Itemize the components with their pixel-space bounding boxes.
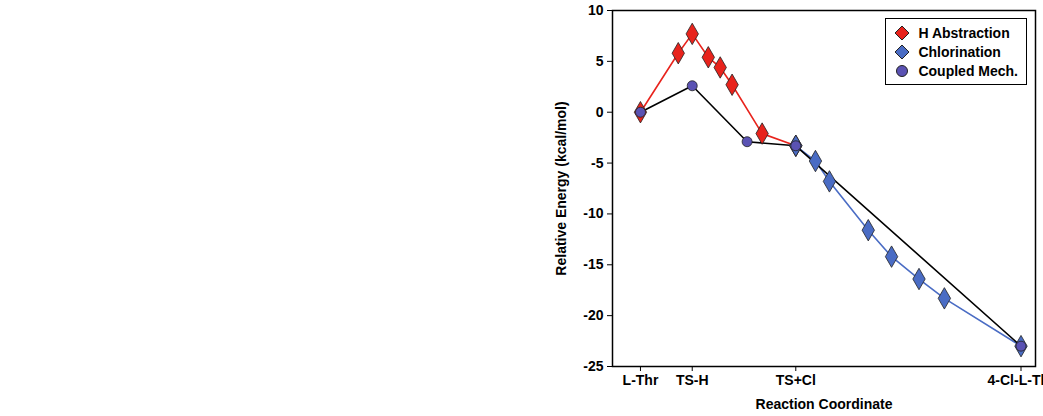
svg-text:-20: -20 — [583, 307, 603, 323]
html-text:H Abstraction: H Abstraction — [918, 24, 1010, 41]
svg-text:-5: -5 — [591, 155, 604, 171]
svg-text:-25: -25 — [583, 358, 603, 374]
svg-text:Reaction Coordinate: Reaction Coordinate — [756, 396, 893, 412]
svg-text:5: 5 — [596, 53, 604, 69]
svg-text:0: 0 — [596, 104, 604, 120]
svg-text:10: 10 — [588, 2, 604, 18]
svg-text:4-Cl-L-Thr: 4-Cl-L-Thr — [988, 372, 1043, 388]
svg-text:Relative Energy (kcal/mol): Relative Energy (kcal/mol) — [553, 101, 569, 275]
svg-text:L-Thr: L-Thr — [623, 372, 659, 388]
html-text:Coupled Mech.: Coupled Mech. — [918, 62, 1018, 79]
html-text:Chlorination: Chlorination — [918, 43, 1001, 60]
svg-text:-15: -15 — [583, 256, 603, 272]
svg-text:-10: -10 — [583, 205, 603, 221]
svg-text:TS-H: TS-H — [676, 372, 709, 388]
svg-text:TS+Cl: TS+Cl — [776, 372, 816, 388]
